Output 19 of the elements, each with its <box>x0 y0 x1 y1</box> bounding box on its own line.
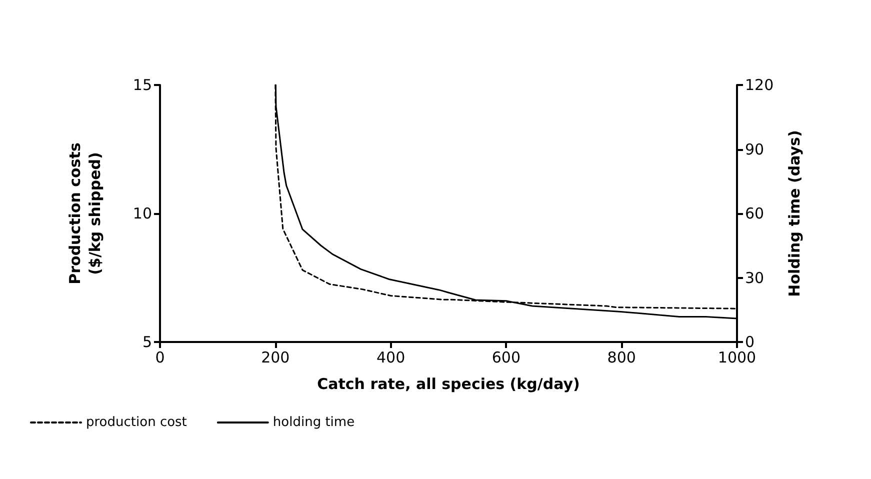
y2-tick-label: 0 <box>745 333 755 351</box>
x-tick-label: 400 <box>376 348 406 366</box>
y2-tick-label: 120 <box>745 76 774 94</box>
y-tick-label: 5 <box>142 333 152 351</box>
y2-axis-title: Holding time (days) <box>786 130 804 297</box>
y-tick-label: 15 <box>132 76 152 94</box>
legend-label: production cost <box>86 415 187 430</box>
x-tick-label: 200 <box>261 348 290 366</box>
y2-tick-label: 60 <box>745 204 764 222</box>
legend-label: holding time <box>272 415 355 430</box>
x-axis-title: Catch rate, all species (kg/day) <box>317 375 580 393</box>
y-axis-title: Production costs ($/kg shipped) <box>66 142 104 284</box>
x-tick-label: 1000 <box>718 348 756 366</box>
x-tick-label: 600 <box>492 348 521 366</box>
y2-tick-label: 90 <box>745 140 764 158</box>
x-tick-label: 0 <box>155 348 165 366</box>
x-tick-label: 800 <box>607 348 636 366</box>
y-tick-label: 10 <box>132 204 152 222</box>
y2-tick-label: 30 <box>745 268 764 287</box>
